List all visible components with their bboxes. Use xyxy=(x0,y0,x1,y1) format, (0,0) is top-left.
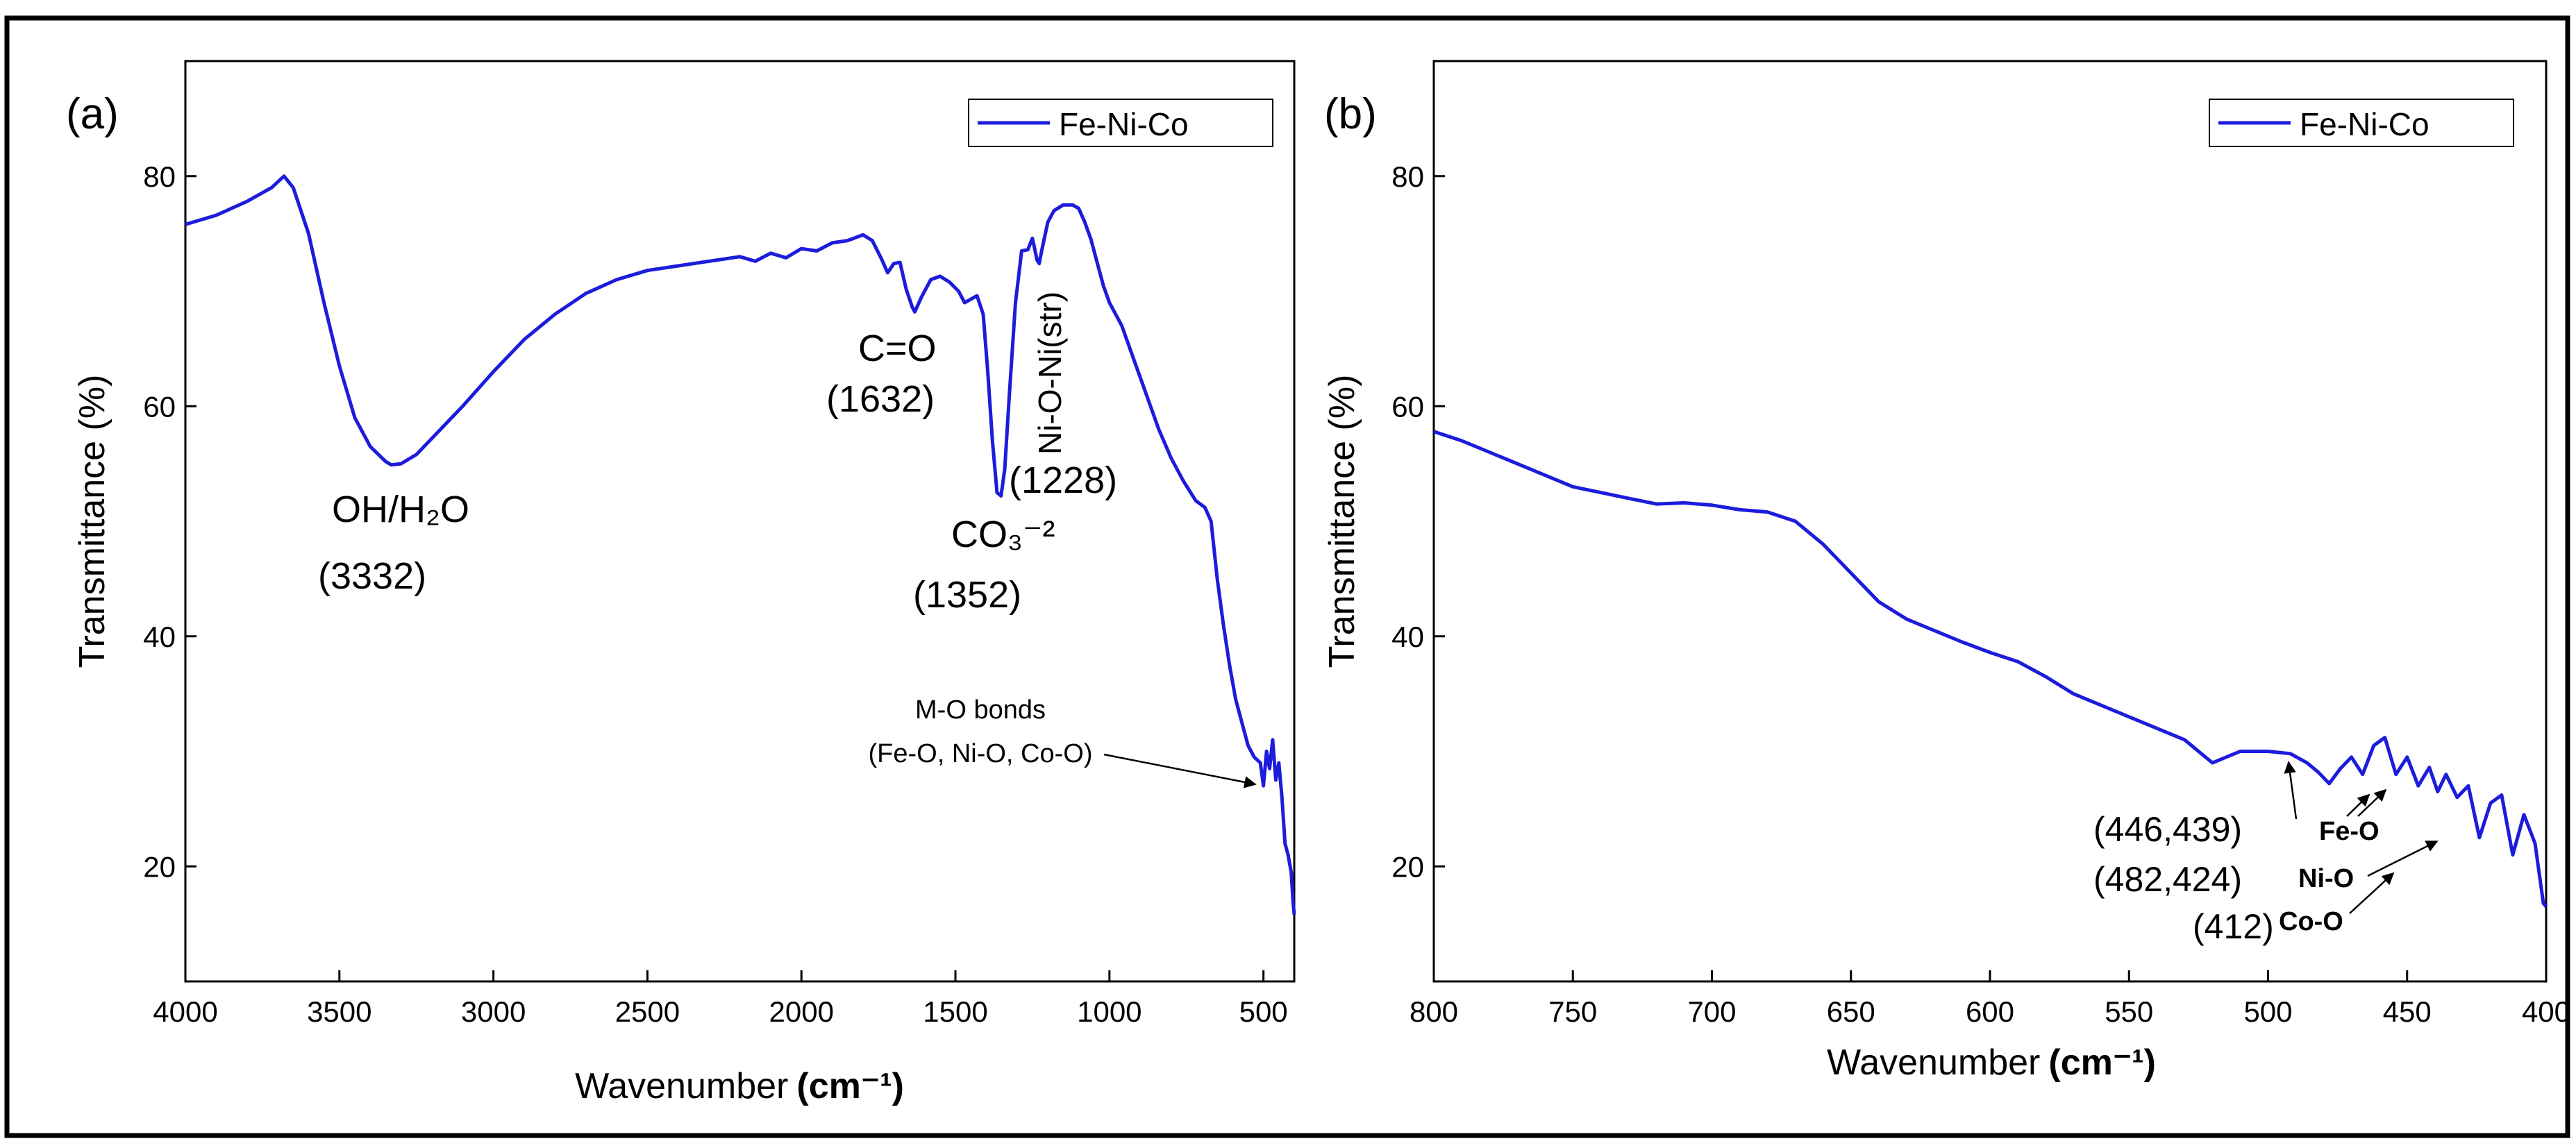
panel-a-y-tick-label: 40 xyxy=(143,621,176,653)
panel-a-annotation-mo-label: M-O bonds xyxy=(915,695,1046,725)
panel-b-legend: Fe-Ni-Co xyxy=(2209,99,2514,147)
panel-a-x-tick-label: 2000 xyxy=(769,995,834,1028)
panel-a-legend-label: Fe-Ni-Co xyxy=(1059,106,1189,142)
panel-b-series-line xyxy=(1433,430,2548,908)
panel-b-annotation-feo-value: (446,439) xyxy=(2093,810,2242,849)
panel-b-annotation-coo: (412) Co-O xyxy=(2193,872,2395,946)
panel-b-x-tick-label: 800 xyxy=(1410,995,1458,1028)
panel-b-y-axis: 20 40 60 80 xyxy=(1391,160,1445,883)
panel-a-annotation-oh-value: (3332) xyxy=(318,555,426,597)
panel-b-annotation-nio-label: Ni-O xyxy=(2298,864,2354,893)
panel-b-legend-label: Fe-Ni-Co xyxy=(2300,106,2429,142)
panel-b-y-tick-label: 20 xyxy=(1391,850,1424,883)
panel-b-annotation-feo-arrow-1 xyxy=(2346,793,2370,817)
panel-a-annotation-co-label: C=O xyxy=(858,328,937,369)
panel-a-annotation-nioni: Ni-O-Ni(str) (1228) xyxy=(1009,292,1117,501)
figure-border xyxy=(4,15,2570,1138)
panel-b-annotation-nio-arrow-main xyxy=(2284,761,2298,820)
panel-b-annotation-feo-arrow-2 xyxy=(2357,788,2387,817)
panel-a-annotation-co3-label: CO₃⁻² xyxy=(951,514,1055,555)
panel-a-x-axis: 4000 3500 3000 2500 2000 1500 1000 500 xyxy=(153,970,1288,1028)
panel-b-x-tick-label: 400 xyxy=(2522,995,2570,1028)
panel-b-x-tick-label: 500 xyxy=(2243,995,2292,1028)
panel-b-annotation-feo-label: Fe-O xyxy=(2319,817,2380,846)
panel-b-x-tick-label: 450 xyxy=(2383,995,2432,1028)
panel-a-plot-area xyxy=(184,60,1296,983)
panel-b-y-tick-label: 80 xyxy=(1391,160,1424,193)
panel-b-label: (b) xyxy=(1324,90,1377,138)
panel-b-annotation-feo: (446,439) Fe-O xyxy=(2093,788,2387,849)
panel-b-y-tick-label: 60 xyxy=(1391,390,1424,423)
panel-a-y-axis: 20 40 60 80 xyxy=(143,160,196,883)
panel-a-annotation-mo: M-O bonds (Fe-O, Ni-O, Co-O) xyxy=(869,695,1257,788)
panel-b-x-tick-label: 750 xyxy=(1548,995,1597,1028)
panel-a-annotation-nioni-label: Ni-O-Ni(str) xyxy=(1032,292,1068,455)
panel-a-annotation-co-value: (1632) xyxy=(826,378,935,420)
panel-a-annotation-mo-arrow xyxy=(1103,753,1257,788)
panel-b-annotation-nio-value: (482,424) xyxy=(2093,860,2242,899)
panel-b-x-tick-label: 650 xyxy=(1827,995,1875,1028)
panel-a-label: (a) xyxy=(66,90,119,138)
panel-a-annotation-mo-value: (Fe-O, Ni-O, Co-O) xyxy=(869,739,1093,768)
panel-b-annotation-nio-arrow-side xyxy=(2367,840,2439,877)
panel-b: 20 40 60 80 800 750 700 650 600 550 500 450 400 (b)… xyxy=(1322,60,2570,1083)
panel-a-x-tick-label: 500 xyxy=(1239,995,1288,1028)
panel-b-x-tick-label: 700 xyxy=(1687,995,1736,1028)
panel-a-y-tick-label: 20 xyxy=(143,850,176,883)
panel-a-x-axis-label: Wavenumber (cm⁻¹) xyxy=(575,1066,904,1106)
panel-a: 20 40 60 80 4000 3500 3000 2500 2000 1500 1000 500… xyxy=(66,60,1296,1106)
panel-b-x-axis-title: Wavenumber xyxy=(1827,1043,2040,1083)
panel-a-annotation-oh: OH/H₂O (3332) xyxy=(318,489,469,597)
panel-a-annotation-co3-value: (1352) xyxy=(913,574,1021,616)
panel-b-y-tick-label: 40 xyxy=(1391,621,1424,653)
panel-a-x-tick-label: 1500 xyxy=(923,995,987,1028)
panel-a-x-axis-title: Wavenumber xyxy=(575,1066,788,1106)
panel-a-x-tick-label: 3500 xyxy=(307,995,371,1028)
panel-b-annotation-coo-label: Co-O xyxy=(2279,907,2343,936)
panel-a-x-axis-unit: (cm⁻¹) xyxy=(796,1066,904,1106)
panel-a-x-tick-label: 4000 xyxy=(153,995,217,1028)
panel-b-x-axis-unit: (cm⁻¹) xyxy=(2048,1043,2156,1083)
panel-a-series-line xyxy=(185,174,1296,915)
panel-b-y-axis-label: Transmittance (%) xyxy=(1322,375,1362,668)
panel-a-annotation-oh-label: OH/H₂O xyxy=(332,489,469,530)
panel-a-annotation-co: C=O (1632) xyxy=(826,328,937,420)
panel-b-x-tick-label: 600 xyxy=(1966,995,2014,1028)
panel-a-annotation-nioni-value: (1228) xyxy=(1009,459,1117,501)
panel-b-annotation-coo-arrow xyxy=(2349,872,2395,914)
panel-a-x-tick-label: 2500 xyxy=(615,995,680,1028)
panel-b-annotation-coo-value: (412) xyxy=(2193,907,2274,946)
panel-b-x-tick-label: 550 xyxy=(2105,995,2153,1028)
panel-b-x-axis-label: Wavenumber (cm⁻¹) xyxy=(1827,1043,2156,1083)
panel-a-x-tick-label: 3000 xyxy=(461,995,526,1028)
panel-a-annotation-co3: CO₃⁻² (1352) xyxy=(913,514,1055,616)
panel-a-y-axis-label: Transmittance (%) xyxy=(72,375,112,668)
panel-b-x-axis: 800 750 700 650 600 550 500 450 400 xyxy=(1410,970,2570,1028)
panel-b-annotation-nio: (482,424) Ni-O xyxy=(2093,761,2439,899)
panel-a-y-tick-label: 60 xyxy=(143,390,176,423)
panel-a-x-tick-label: 1000 xyxy=(1077,995,1141,1028)
panel-a-legend: Fe-Ni-Co xyxy=(968,99,1273,147)
panel-a-y-tick-label: 80 xyxy=(143,160,176,193)
